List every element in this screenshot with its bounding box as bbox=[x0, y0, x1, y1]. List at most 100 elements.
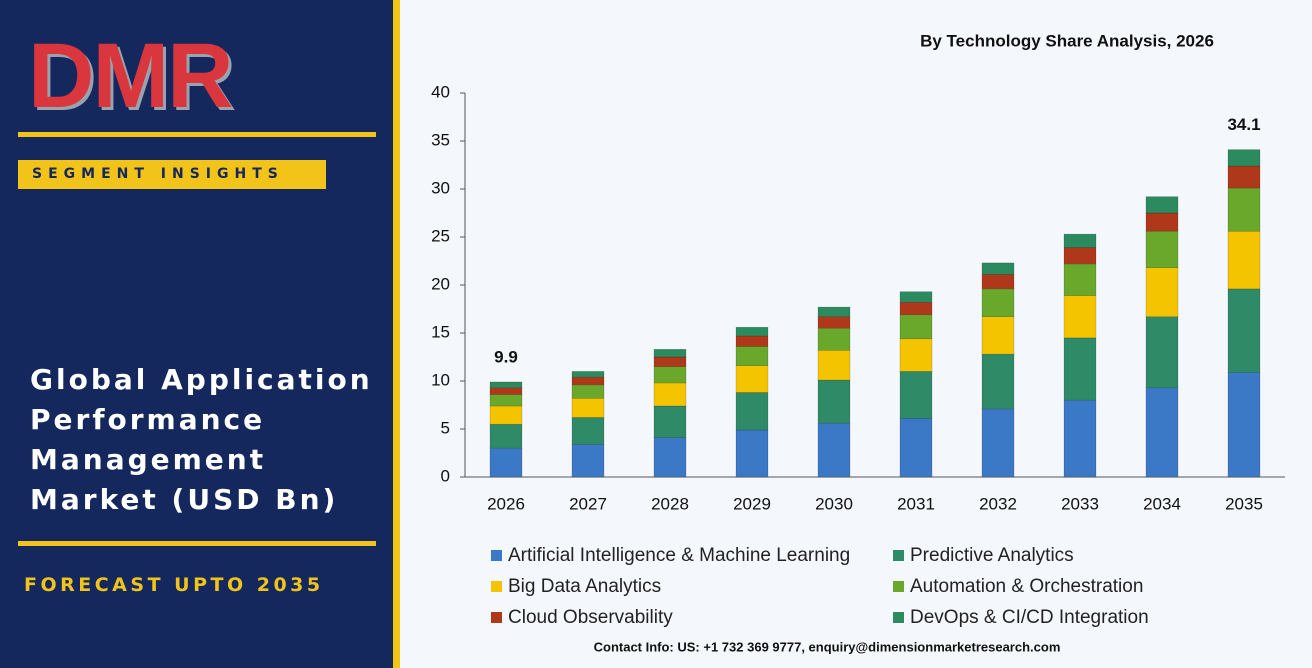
bar-segment bbox=[571, 444, 605, 478]
bar-segment bbox=[653, 437, 687, 478]
x-tick-label: 2033 bbox=[1061, 494, 1099, 513]
bar-segment bbox=[899, 301, 933, 316]
bar-segment bbox=[735, 429, 769, 478]
legend-swatch bbox=[491, 581, 502, 592]
legend-label: Big Data Analytics bbox=[508, 576, 661, 597]
bar-segment bbox=[653, 382, 687, 407]
bar-segment bbox=[981, 288, 1015, 317]
legend-label: Automation & Orchestration bbox=[910, 576, 1143, 597]
bar-segment bbox=[1063, 233, 1097, 248]
total-label: 34.1 bbox=[1227, 115, 1260, 134]
bar-segment bbox=[1063, 399, 1097, 478]
bar-segment bbox=[1145, 387, 1179, 478]
stripe bbox=[393, 0, 400, 668]
bar-segment bbox=[817, 316, 851, 329]
bar-segment bbox=[571, 384, 605, 399]
legend-swatch bbox=[893, 550, 904, 561]
y-tick-label: 10 bbox=[431, 370, 450, 389]
footer: Contact Info: US: +1 732 369 9777, enqui… bbox=[594, 639, 1061, 654]
bar-segment bbox=[1227, 165, 1261, 189]
bar-segment bbox=[981, 353, 1015, 410]
legend-swatch bbox=[491, 612, 502, 623]
x-tick-label: 2029 bbox=[733, 494, 771, 513]
bar-segment bbox=[735, 346, 769, 366]
x-tick-label: 2031 bbox=[897, 494, 935, 513]
bar-segment bbox=[1063, 247, 1097, 265]
bar-segment bbox=[899, 314, 933, 340]
bar-segment bbox=[1227, 288, 1261, 373]
bar-segment bbox=[1145, 196, 1179, 214]
legend-label: DevOps & CI/CD Integration bbox=[910, 607, 1149, 628]
legend-label: Artificial Intelligence & Machine Learni… bbox=[508, 545, 850, 566]
legend-label: Predictive Analytics bbox=[910, 545, 1074, 566]
legend-swatch bbox=[893, 612, 904, 623]
bar-segment bbox=[571, 417, 605, 445]
bar-segment bbox=[817, 327, 851, 351]
bar-segment bbox=[489, 423, 523, 449]
bar-segment bbox=[981, 316, 1015, 355]
bar-segment bbox=[817, 422, 851, 478]
y-tick-label: 30 bbox=[431, 178, 450, 197]
bar-segment bbox=[981, 408, 1015, 478]
forecast: FORECAST UPTO 2035 bbox=[24, 574, 324, 596]
bar-segment bbox=[489, 405, 523, 425]
bar-segment bbox=[1145, 212, 1179, 232]
bar-segment bbox=[1227, 230, 1261, 290]
sidebar: DMR SEGMENT INSIGHTS Global Application … bbox=[0, 0, 393, 668]
bar-segment bbox=[981, 262, 1015, 275]
bar-segment bbox=[735, 335, 769, 347]
x-tick-label: 2030 bbox=[815, 494, 853, 513]
badge: SEGMENT INSIGHTS bbox=[18, 160, 326, 189]
bar-segment bbox=[899, 418, 933, 478]
bar-segment bbox=[817, 349, 851, 381]
bar-segment bbox=[899, 371, 933, 419]
legend-swatch bbox=[491, 550, 502, 561]
bar-segment bbox=[1063, 263, 1097, 296]
bar-segment bbox=[653, 356, 687, 367]
bar-segment bbox=[571, 397, 605, 418]
chart-title: By Technology Share Analysis, 2026 bbox=[920, 31, 1214, 50]
bar-segment bbox=[489, 394, 523, 407]
divider bbox=[18, 541, 376, 546]
x-tick-label: 2027 bbox=[569, 494, 607, 513]
bar-segment bbox=[817, 306, 851, 317]
bar-segment bbox=[1227, 187, 1261, 232]
bar-segment bbox=[981, 274, 1015, 290]
bar-segment bbox=[653, 405, 687, 438]
bar-segment bbox=[1145, 316, 1179, 389]
bar-segment bbox=[489, 381, 523, 389]
bar-segment bbox=[899, 338, 933, 372]
x-tick-label: 2035 bbox=[1225, 494, 1263, 513]
y-tick-label: 40 bbox=[431, 82, 450, 101]
x-tick-label: 2026 bbox=[487, 494, 525, 513]
bar-segment bbox=[1227, 149, 1261, 167]
chart: By Technology Share Analysis, 2026 Conta… bbox=[431, 31, 1285, 654]
logo: DMR bbox=[28, 25, 234, 127]
sidebar-title: Global Application Performance Managemen… bbox=[30, 363, 373, 516]
x-tick-label: 2028 bbox=[651, 494, 689, 513]
legend-label: Cloud Observability bbox=[508, 607, 673, 628]
bar-segment bbox=[735, 392, 769, 431]
total-label: 9.9 bbox=[494, 347, 518, 366]
bar-segment bbox=[817, 379, 851, 424]
x-tick-label: 2034 bbox=[1143, 494, 1181, 513]
bar-segment bbox=[571, 371, 605, 378]
y-tick-label: 35 bbox=[431, 130, 450, 149]
y-tick-label: 15 bbox=[431, 322, 450, 341]
y-tick-label: 0 bbox=[441, 466, 450, 485]
y-tick-label: 20 bbox=[431, 274, 450, 293]
bar-segment bbox=[571, 376, 605, 386]
bar-segment bbox=[489, 447, 523, 478]
bar-segment bbox=[1063, 295, 1097, 339]
bar-segment bbox=[735, 326, 769, 337]
bar-segment bbox=[653, 366, 687, 384]
bar-segment bbox=[1145, 267, 1179, 317]
bar-segment bbox=[1145, 230, 1179, 269]
bar-segment bbox=[899, 291, 933, 303]
bar-segment bbox=[735, 365, 769, 393]
divider bbox=[18, 132, 376, 137]
y-tick-label: 5 bbox=[441, 418, 450, 437]
bar-segment bbox=[653, 349, 687, 358]
y-tick-label: 25 bbox=[431, 226, 450, 245]
